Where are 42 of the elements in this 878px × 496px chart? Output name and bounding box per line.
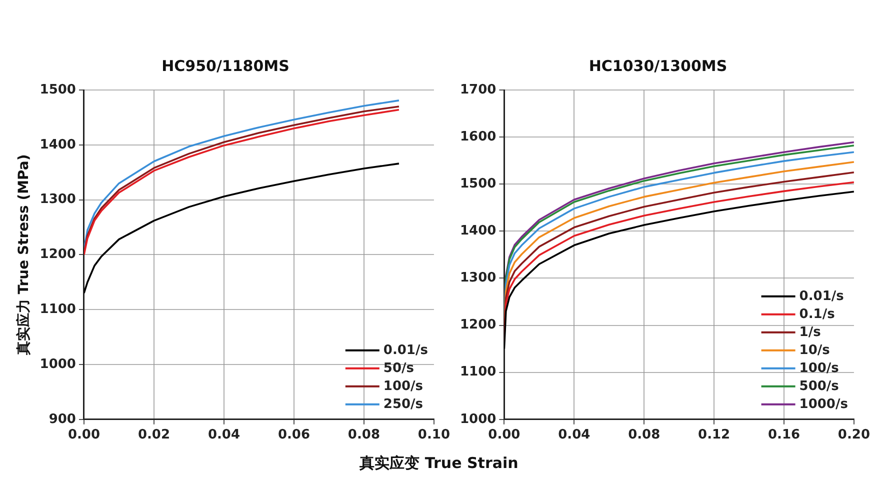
y-tick-label: 1100	[460, 364, 496, 380]
y-tick-label: 1000	[460, 412, 496, 427]
y-tick-label: 900	[48, 412, 76, 427]
legend-label: 0.01/s	[383, 342, 428, 358]
legend-label: 250/s	[383, 396, 424, 412]
x-tick-label: 0.04	[558, 428, 590, 443]
x-tick-label: 0.20	[838, 428, 870, 443]
x-tick-label: 0.12	[698, 428, 730, 443]
x-tick-label: 0.08	[628, 428, 660, 443]
legend-label: 100/s	[383, 378, 424, 394]
y-tick-label: 1400	[460, 224, 496, 239]
x-tick-label: 0.04	[208, 428, 240, 443]
chart-title: HC950/1180MS	[162, 56, 290, 75]
legend-label: 0.1/s	[799, 306, 836, 322]
y-tick-label: 1500	[460, 176, 496, 192]
x-tick-label: 0.00	[68, 428, 100, 443]
x-tick-label: 0.16	[768, 428, 800, 443]
x-tick-label: 0.10	[418, 428, 450, 443]
y-tick-label: 1300	[460, 270, 496, 286]
y-tick-label: 1200	[460, 318, 496, 333]
chart-title: HC1030/1300MS	[588, 56, 728, 75]
legend-label: 10/s	[799, 342, 830, 358]
x-axis-title: 真实应变 True Strain	[358, 454, 520, 473]
y-tick-label: 1500	[40, 82, 76, 98]
legend-label: 1000/s	[799, 396, 848, 412]
legend-label: 0.01/s	[799, 288, 844, 304]
x-tick-label: 0.08	[348, 428, 380, 443]
legend-label: 100/s	[799, 360, 840, 376]
y-tick-label: 1400	[40, 137, 76, 152]
x-tick-label: 0.02	[138, 428, 170, 443]
y-tick-label: 1300	[40, 192, 76, 208]
y-axis-title: 真实应力 True Stress (MPa)	[15, 154, 32, 356]
x-tick-label: 0.06	[278, 428, 310, 443]
y-tick-label: 1100	[40, 302, 76, 317]
x-tick-label: 0.00	[488, 428, 520, 443]
y-tick-label: 1000	[40, 356, 76, 372]
y-tick-label: 1600	[460, 129, 496, 144]
legend-label: 1/s	[799, 324, 822, 340]
legend-label: 50/s	[383, 360, 414, 376]
y-tick-label: 1700	[460, 82, 496, 98]
y-tick-label: 1200	[40, 247, 76, 262]
legend-label: 500/s	[799, 378, 840, 394]
